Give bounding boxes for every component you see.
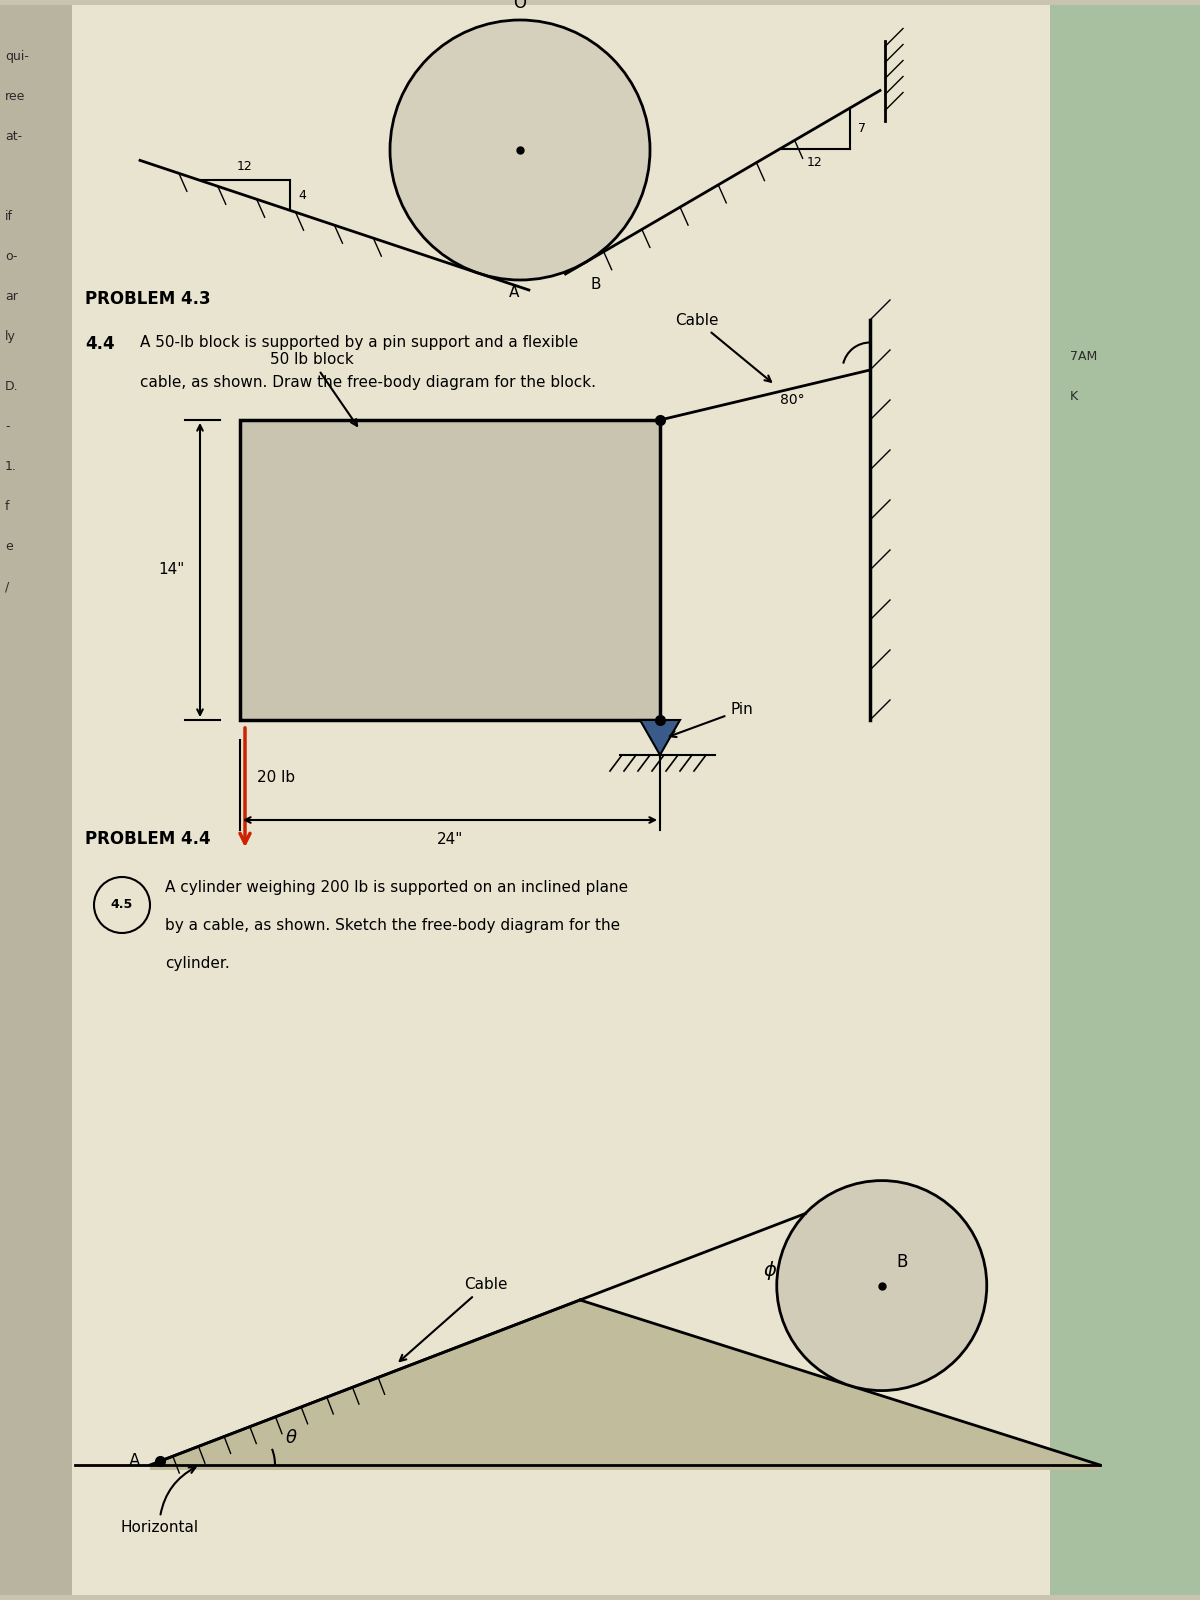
Text: 4.4: 4.4	[85, 334, 115, 354]
Text: ar: ar	[5, 290, 18, 302]
Text: 4.5: 4.5	[110, 899, 133, 912]
Polygon shape	[150, 1299, 1100, 1470]
Text: PROBLEM 4.4: PROBLEM 4.4	[85, 830, 211, 848]
Text: B: B	[590, 277, 601, 293]
Bar	[70, 5, 1050, 1595]
Text: ree: ree	[5, 90, 25, 102]
Text: $\phi$: $\phi$	[763, 1259, 778, 1282]
Bar	[240, 419, 660, 720]
Circle shape	[390, 19, 650, 280]
Text: -: -	[5, 419, 10, 434]
Text: B: B	[896, 1253, 908, 1270]
Text: 12: 12	[238, 160, 253, 173]
Text: if: if	[5, 210, 13, 222]
Text: 80°: 80°	[780, 394, 805, 406]
Text: A 50-lb block is supported by a pin support and a flexible: A 50-lb block is supported by a pin supp…	[140, 334, 578, 350]
Text: 1.: 1.	[5, 461, 17, 474]
Text: 12: 12	[808, 155, 823, 170]
Text: e: e	[5, 541, 13, 554]
Text: Horizontal: Horizontal	[120, 1467, 198, 1534]
Text: 50 lb block: 50 lb block	[270, 352, 358, 426]
Circle shape	[94, 877, 150, 933]
Text: D.: D.	[5, 379, 19, 394]
Text: ly: ly	[5, 330, 16, 342]
Text: PROBLEM 4.3: PROBLEM 4.3	[85, 290, 211, 307]
Text: f: f	[5, 499, 10, 514]
Polygon shape	[640, 720, 680, 755]
Text: 7: 7	[858, 122, 866, 134]
Text: A cylinder weighing 200 lb is supported on an inclined plane: A cylinder weighing 200 lb is supported …	[166, 880, 628, 894]
Text: 20 lb: 20 lb	[257, 770, 295, 786]
Text: cable, as shown. Draw the free-body diagram for the block.: cable, as shown. Draw the free-body diag…	[140, 374, 596, 390]
Text: A: A	[128, 1453, 140, 1470]
Text: $\theta$: $\theta$	[284, 1429, 298, 1446]
Text: by a cable, as shown. Sketch the free-body diagram for the: by a cable, as shown. Sketch the free-bo…	[166, 918, 620, 933]
Text: Pin: Pin	[670, 702, 752, 738]
Text: qui-: qui-	[5, 50, 29, 62]
Text: 24": 24"	[437, 832, 463, 846]
Text: 4: 4	[298, 189, 306, 202]
Text: /: /	[5, 581, 10, 594]
Bar	[0, 5, 72, 1595]
Text: at-: at-	[5, 130, 22, 142]
Text: o-: o-	[5, 250, 17, 262]
Text: Cable: Cable	[400, 1277, 508, 1362]
Text: 14": 14"	[158, 563, 185, 578]
Circle shape	[776, 1181, 986, 1390]
Text: O: O	[514, 0, 527, 11]
Text: 7AM: 7AM	[1070, 350, 1097, 363]
Text: K: K	[1070, 390, 1078, 403]
Text: cylinder.: cylinder.	[166, 955, 229, 971]
Text: A: A	[509, 285, 520, 301]
Bar	[1050, 5, 1200, 1595]
Text: Cable: Cable	[674, 314, 772, 382]
